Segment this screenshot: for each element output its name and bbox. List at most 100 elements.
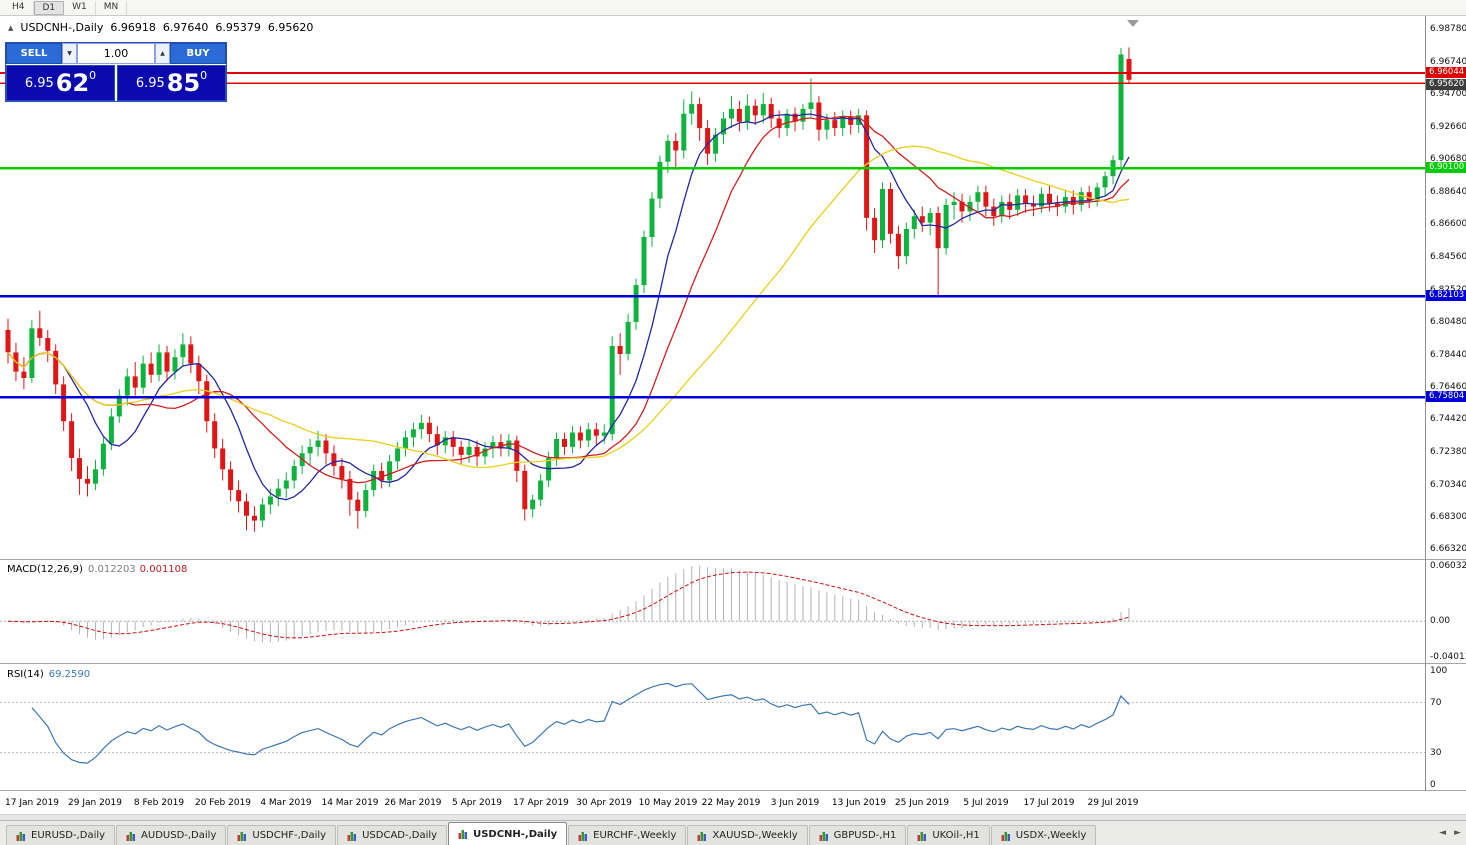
date-label: 29 Jul 2019 [1087, 798, 1139, 808]
price-axis-label: 6.86600 [1430, 219, 1466, 229]
chart-tab-label: EURCHF-,Weekly [593, 830, 677, 841]
timeframe-button-d1[interactable]: D1 [33, 0, 65, 15]
volume-input[interactable] [77, 43, 155, 64]
rsi-value: 69.2590 [48, 669, 91, 680]
panel-separator[interactable] [0, 663, 1466, 664]
chart-tab-usdchf[interactable]: USDCHF-,Daily [227, 825, 337, 845]
date-label: 13 Jun 2019 [831, 798, 887, 808]
volume-increase-button[interactable]: ▲ [155, 43, 170, 64]
chart-title: ▲ USDCNH-,Daily 6.96918 6.97640 6.95379 … [8, 21, 313, 34]
macd-main-value: 0.012203 [87, 564, 136, 575]
buy-price-pips: 85 [166, 69, 201, 97]
date-label: 25 Jun 2019 [894, 798, 950, 808]
macd-axis-label: 0.060329 [1430, 561, 1466, 571]
chart-tab-gbpusd[interactable]: GBPUSD-,H1 [808, 825, 907, 845]
price-axis-label: 6.92660 [1430, 122, 1466, 132]
date-label: 14 Mar 2019 [321, 798, 379, 808]
chart-tab-usdx[interactable]: USDX-,Weekly [990, 825, 1097, 845]
price-axis-label: 6.96740 [1430, 57, 1466, 67]
date-label: 20 Feb 2019 [194, 798, 252, 808]
mini-chart-icon [126, 831, 136, 841]
price-axis-label: 6.90680 [1430, 154, 1466, 164]
volume-decrease-button[interactable]: ▼ [62, 43, 77, 64]
mini-chart-icon [16, 831, 25, 841]
buy-price-display[interactable]: 6.95 85 0 [117, 65, 226, 101]
date-label: 3 Jun 2019 [770, 798, 820, 808]
timeframe-toolbar: H4 D1 W1 MN [0, 0, 1466, 16]
price-scale[interactable]: 6.98780 6.96740 6.94700 6.92660 6.90680 6.886… [1426, 16, 1466, 559]
price-axis-label: 6.70340 [1430, 480, 1466, 490]
chart-tab-bar: EURUSD-,Daily AUDUSD-,Daily USDCHF-,Daily U… [0, 820, 1466, 845]
rsi-axis-label: 70 [1430, 698, 1442, 708]
bid-price-tag: 6.95620 [1426, 79, 1466, 90]
price-axis-label: 6.84560 [1430, 252, 1466, 262]
chart-tab-xauusd[interactable]: XAUUSD-,Weekly [687, 825, 808, 845]
one-click-trade-panel: SELL ▼ ▲ BUY 6.95 62 0 6.95 85 0 [5, 42, 227, 102]
chart-tab-label: USDCNH-,Daily [473, 828, 558, 840]
macd-axis-label: -0.040135 [1430, 652, 1466, 662]
chart-tab-audusd[interactable]: AUDUSD-,Daily [116, 825, 227, 845]
panel-separator[interactable] [0, 559, 1466, 560]
price-axis-label: 6.74420 [1430, 414, 1466, 424]
chart-tab-label: EURUSD-,Daily [31, 830, 106, 841]
mini-chart-icon [237, 831, 247, 841]
price-level-tag: 6.96044 [1426, 67, 1466, 78]
rsi-indicator-plot[interactable] [0, 665, 1425, 790]
macd-name: MACD(12,26,9) [7, 564, 83, 575]
price-axis-label: 6.78440 [1430, 350, 1466, 360]
mini-chart-icon [1001, 831, 1010, 841]
macd-indicator-label: MACD(12,26,9) 0.012203 0.001108 [7, 564, 187, 575]
chart-tab-label: GBPUSD-,H1 [833, 830, 897, 841]
mini-chart-icon [347, 831, 357, 841]
price-level-tag: 6.82103 [1426, 290, 1466, 301]
horizontal-scrollbar[interactable] [0, 814, 1466, 820]
chart-tab-usdcad[interactable]: USDCAD-,Daily [337, 825, 448, 845]
chart-tab-ukoil[interactable]: UKOil-,H1 [907, 825, 990, 845]
date-label: 17 Jan 2019 [5, 798, 59, 808]
chart-tab-label: UKOil-,H1 [932, 830, 980, 841]
timeframe-button-w1[interactable]: W1 [64, 0, 96, 15]
buy-price-base: 6.95 [135, 75, 165, 91]
rsi-name: RSI(14) [7, 669, 44, 680]
chart-tab-eurchf[interactable]: EURCHF-,Weekly [568, 825, 687, 845]
time-axis[interactable]: 17 Jan 2019 29 Jan 2019 8 Feb 2019 20 Feb 2… [0, 791, 1425, 814]
date-label: 17 Jul 2019 [1023, 798, 1075, 808]
buy-button[interactable]: BUY [170, 43, 226, 64]
scale-divider [1425, 16, 1426, 791]
timeframe-button-mn[interactable]: MN [96, 0, 128, 15]
mini-chart-icon [578, 831, 588, 841]
tab-scroll-right-button[interactable]: ► [1454, 828, 1461, 838]
date-label: 5 Jul 2019 [963, 798, 1009, 808]
rsi-axis-label: 100 [1430, 666, 1448, 676]
price-axis-label: 6.76460 [1430, 382, 1466, 392]
macd-axis-label: 0.00 [1430, 616, 1451, 626]
price-axis-label: 6.88640 [1430, 187, 1466, 197]
price-axis-label: 6.94700 [1430, 89, 1466, 99]
mini-chart-icon [819, 831, 828, 841]
ohlc-open-value: 6.96918 [110, 21, 156, 34]
date-label: 4 Mar 2019 [260, 798, 312, 808]
chart-shift-marker-icon [1127, 20, 1139, 27]
price-axis-label: 6.66320 [1430, 544, 1466, 554]
price-level-tag: 6.90100 [1426, 162, 1466, 173]
macd-scale: 0.060329 0.00 -0.040135 [1426, 560, 1466, 662]
buy-price-point: 0 [200, 69, 208, 82]
tab-scroll-left-button[interactable]: ◄ [1439, 828, 1447, 838]
chart-tab-eurusd[interactable]: EURUSD-,Daily [6, 825, 116, 845]
panel-separator [0, 790, 1466, 791]
sell-button[interactable]: SELL [6, 43, 62, 64]
ohlc-low-value: 6.95379 [215, 21, 261, 34]
main-chart-plot[interactable] [0, 16, 1425, 559]
mini-chart-icon [697, 831, 707, 841]
timeframe-button-h4[interactable]: H4 [4, 0, 34, 15]
chart-tab-usdcnh[interactable]: USDCNH-,Daily [448, 822, 568, 845]
macd-indicator-plot[interactable] [0, 560, 1425, 662]
date-label: 10 May 2019 [638, 798, 698, 808]
tab-navigation: ◄ ► [1439, 828, 1461, 838]
chart-tab-label: USDCAD-,Daily [362, 830, 438, 841]
sell-price-display[interactable]: 6.95 62 0 [6, 65, 115, 101]
sell-price-point: 0 [89, 69, 97, 82]
rsi-indicator-label: RSI(14) 69.2590 [7, 669, 90, 680]
rsi-axis-label: 30 [1430, 748, 1442, 758]
rsi-scale: 100 70 30 0 [1426, 665, 1466, 790]
